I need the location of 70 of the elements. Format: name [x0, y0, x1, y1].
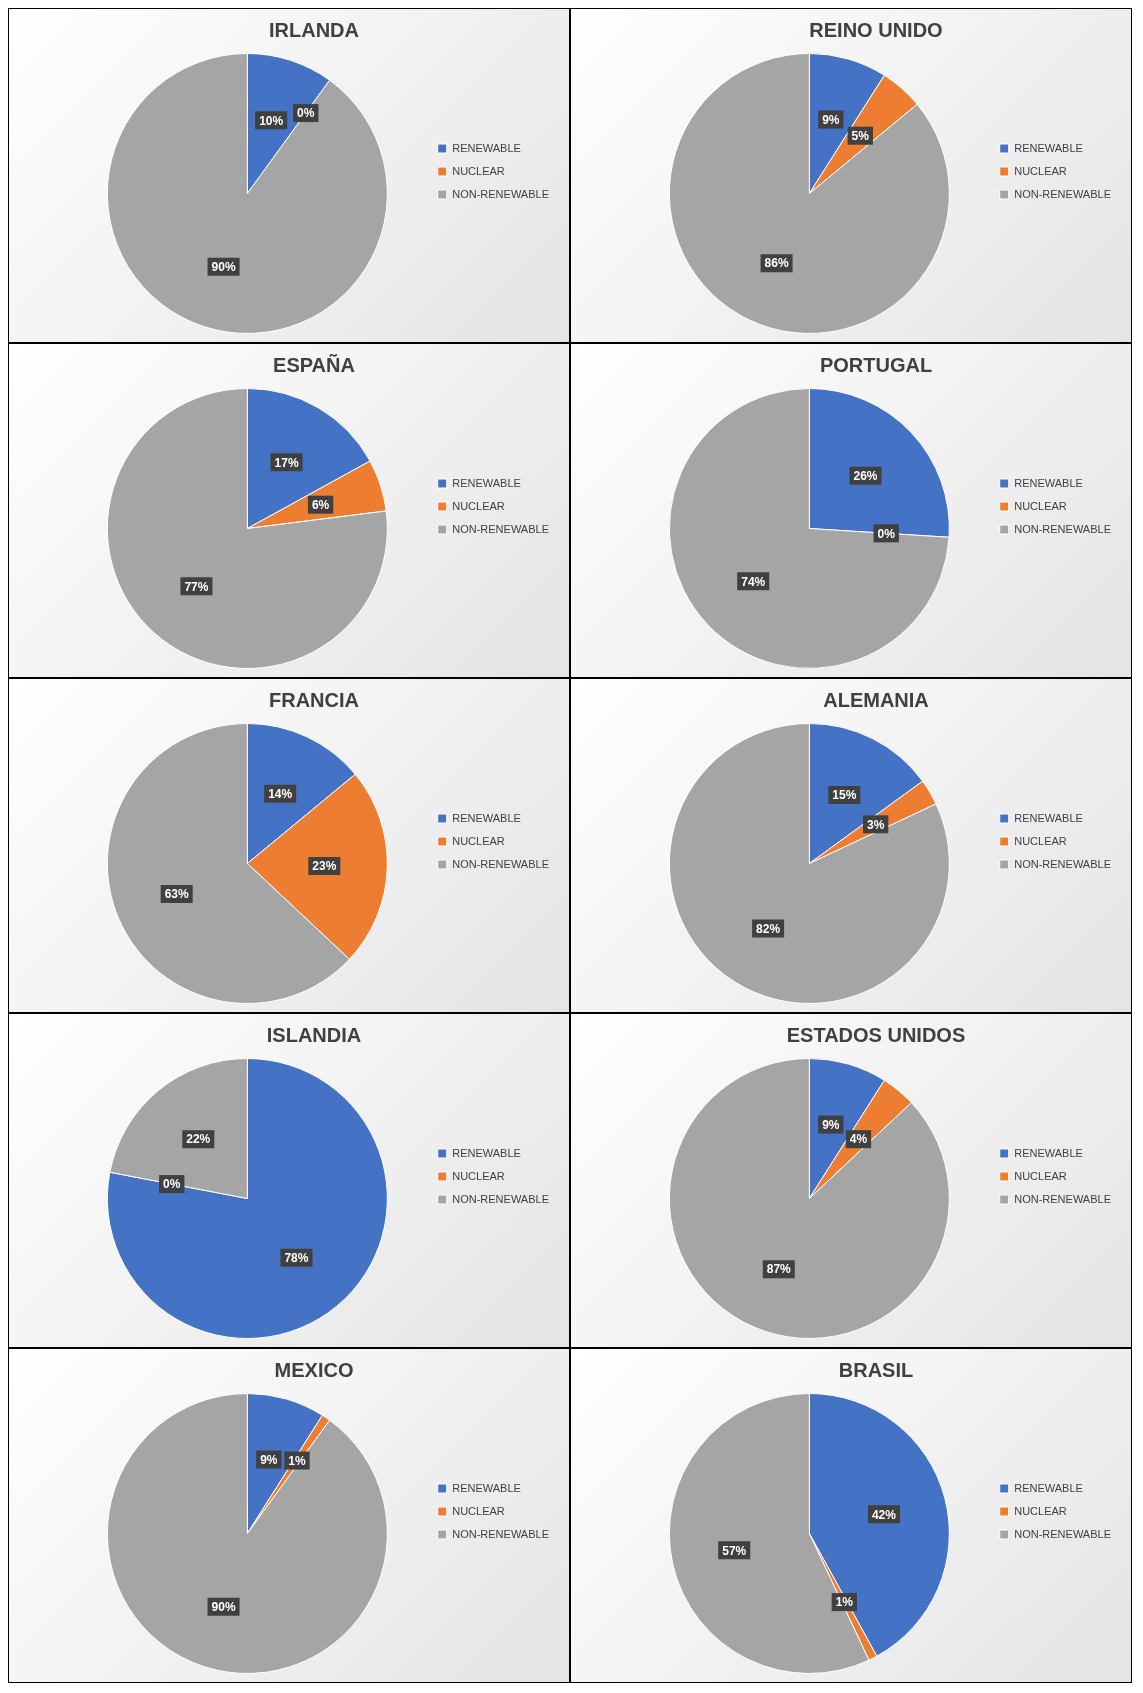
data-label: 90%: [211, 1600, 236, 1615]
legend-label: NON-RENEWABLE: [452, 522, 550, 535]
data-label: 87%: [766, 1262, 792, 1277]
legend-label: NON-RENEWABLE: [1014, 522, 1112, 535]
data-label: 63%: [164, 887, 190, 902]
data-label: 23%: [312, 859, 337, 874]
data-label: 74%: [741, 574, 766, 589]
chart-title: IRLANDA: [269, 18, 359, 41]
legend-label: NON-RENEWABLE: [1014, 187, 1112, 200]
legend-label: NON-RENEWABLE: [452, 187, 550, 200]
legend-label: RENEWABLE: [1014, 1146, 1083, 1159]
data-label: 26%: [853, 469, 878, 484]
legend-label: RENEWABLE: [452, 141, 521, 154]
legend-label: RENEWABLE: [452, 1146, 521, 1159]
chart-title: PORTUGAL: [819, 353, 933, 376]
legend-label: NON-RENEWABLE: [452, 1192, 550, 1205]
legend-label: NUCLEAR: [452, 499, 505, 512]
legend-label: RENEWABLE: [1014, 811, 1083, 824]
legend-label: NUCLEAR: [452, 834, 505, 847]
data-label: 15%: [832, 788, 857, 803]
data-label: 1%: [288, 1453, 306, 1468]
data-label: 90%: [211, 260, 236, 275]
chart-title: ALEMANIA: [823, 688, 929, 711]
data-label: 14%: [268, 787, 293, 802]
data-label: 78%: [284, 1251, 309, 1266]
legend-label: NON-RENEWABLE: [1014, 857, 1112, 870]
legend-label: NUCLEAR: [1014, 164, 1067, 177]
legend-label: NUCLEAR: [1014, 1504, 1067, 1517]
legend-label: NON-RENEWABLE: [452, 857, 550, 870]
data-label: 42%: [871, 1507, 897, 1522]
data-label: 22%: [186, 1132, 211, 1147]
legend-label: RENEWABLE: [1014, 476, 1083, 489]
legend-label: NUCLEAR: [1014, 1169, 1067, 1182]
chart-title: ESTADOS UNIDOS: [786, 1023, 966, 1046]
legend-label: NUCLEAR: [1014, 834, 1067, 847]
legend-label: RENEWABLE: [452, 476, 521, 489]
legend-label: NON-RENEWABLE: [1014, 1527, 1112, 1540]
data-label: 6%: [311, 498, 330, 513]
data-label: 5%: [851, 129, 870, 144]
text: 0%: [163, 1177, 181, 1192]
data-label: 9%: [822, 1117, 840, 1132]
legend-label: RENEWABLE: [452, 811, 521, 824]
data-label: 3%: [866, 817, 885, 832]
chart-title: BRASIL: [838, 1358, 914, 1381]
data-label: 77%: [184, 579, 209, 594]
legend-label: RENEWABLE: [1014, 141, 1083, 154]
data-label: 82%: [756, 921, 781, 936]
legend-label: NUCLEAR: [452, 1504, 505, 1517]
chart-title: REINO UNIDO: [809, 18, 943, 41]
data-label: 1%: [835, 1595, 854, 1610]
legend-label: RENEWABLE: [1014, 1481, 1083, 1494]
data-label: 9%: [822, 112, 840, 127]
data-label: 4%: [849, 1132, 868, 1147]
legend-label: NUCLEAR: [452, 164, 505, 177]
data-label: 17%: [274, 455, 299, 470]
data-label: 86%: [764, 256, 789, 271]
chart-title: ESPAÑA: [273, 353, 355, 376]
data-label: 9%: [260, 1452, 278, 1467]
data-label: 57%: [722, 1543, 747, 1558]
data-label: 10%: [259, 113, 284, 128]
legend-label: NON-RENEWABLE: [1014, 1192, 1112, 1205]
chart-title: ISLANDIA: [266, 1023, 362, 1046]
text: 0%: [877, 526, 895, 541]
legend-label: NUCLEAR: [452, 1169, 505, 1182]
legend-label: NON-RENEWABLE: [452, 1527, 550, 1540]
text: 0%: [297, 106, 315, 121]
chart-title: MEXICO: [274, 1358, 354, 1381]
legend-label: RENEWABLE: [452, 1481, 521, 1494]
legend-label: NUCLEAR: [1014, 499, 1067, 512]
chart-title: FRANCIA: [269, 688, 359, 711]
